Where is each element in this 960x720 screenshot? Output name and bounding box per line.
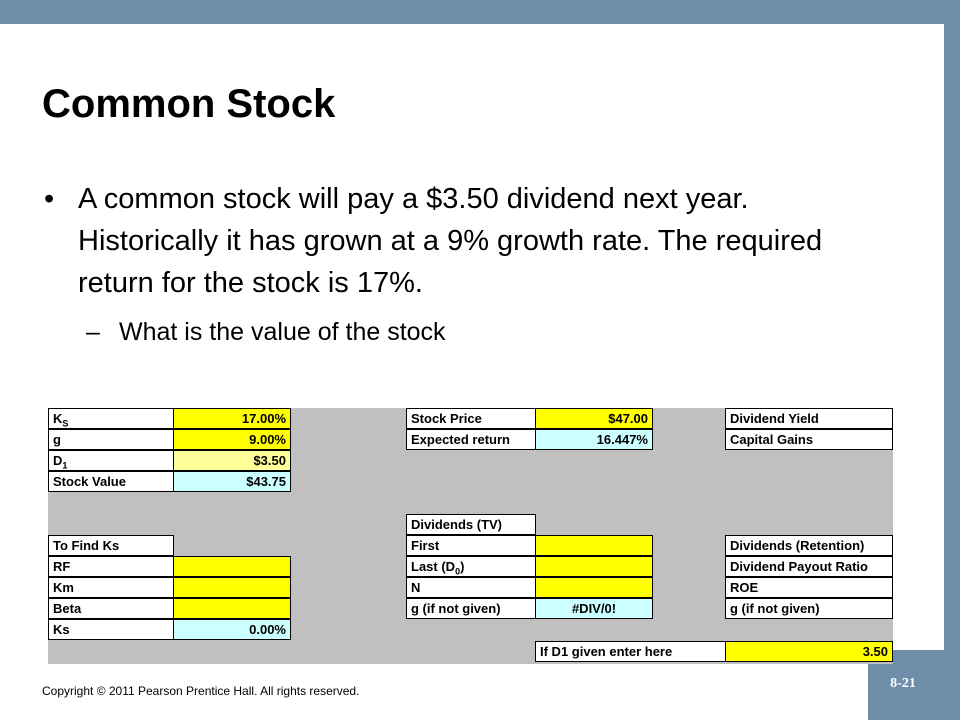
last-value-cell[interactable] — [535, 556, 653, 577]
roe-label-cell: ROE — [725, 577, 893, 598]
expected-return-label-cell: Expected return — [406, 429, 536, 450]
first-label-cell: First — [406, 535, 536, 556]
rf-label-cell: RF — [48, 556, 174, 577]
last-label-cell: Last (D0) — [406, 556, 536, 577]
d1-value-cell[interactable]: $3.50 — [173, 450, 291, 471]
sub-bullet-text: What is the value of the stock — [119, 318, 446, 346]
d1-given-value-cell[interactable]: 3.50 — [725, 641, 893, 662]
dividends-retention-label-cell: Dividends (Retention) — [725, 535, 893, 556]
stock-value-label-cell: Stock Value — [48, 471, 174, 492]
dividends-tv-label-cell: Dividends (TV) — [406, 514, 536, 535]
expected-return-value-cell: 16.447% — [535, 429, 653, 450]
stock-price-value-cell[interactable]: $47.00 — [535, 408, 653, 429]
slide-title: Common Stock — [42, 82, 336, 126]
dash-icon: – — [86, 318, 100, 346]
n-value-cell[interactable] — [535, 577, 653, 598]
stock-price-label-cell: Stock Price — [406, 408, 536, 429]
g-label-cell: g — [48, 429, 174, 450]
ks-label-cell: KS — [48, 408, 174, 429]
bullet-text: A common stock will pay a $3.50 dividend… — [78, 183, 823, 299]
stock-value-cell: $43.75 — [173, 471, 291, 492]
capital-gains-label-cell: Capital Gains — [725, 429, 893, 450]
beta-value-cell[interactable] — [173, 598, 291, 619]
first-value-cell[interactable] — [535, 535, 653, 556]
g-if-not-given-label-cell: g (if not given) — [406, 598, 536, 619]
copyright-text: Copyright © 2011 Pearson Prentice Hall. … — [42, 684, 360, 698]
ks-result-label-cell: Ks — [48, 619, 174, 640]
beta-label-cell: Beta — [48, 598, 174, 619]
right-accent-bar — [944, 0, 960, 650]
dividend-payout-ratio-label-cell: Dividend Payout Ratio — [725, 556, 893, 577]
dividend-yield-label-cell: Dividend Yield — [725, 408, 893, 429]
g-if-not-given-value-cell: #DIV/0! — [535, 598, 653, 619]
km-value-cell[interactable] — [173, 577, 291, 598]
d1-given-label-cell: If D1 given enter here — [535, 641, 726, 662]
to-find-ks-label-cell: To Find Ks — [48, 535, 174, 556]
spreadsheet: KS 17.00% g 9.00% D1 $3.50 Stock Value $… — [48, 408, 893, 664]
n-label-cell: N — [406, 577, 536, 598]
bullet-icon: • — [44, 183, 55, 215]
g-if-not-given-label-cell-2: g (if not given) — [725, 598, 893, 619]
g-value-cell[interactable]: 9.00% — [173, 429, 291, 450]
ks-value-cell[interactable]: 17.00% — [173, 408, 291, 429]
km-label-cell: Km — [48, 577, 174, 598]
rf-value-cell[interactable] — [173, 556, 291, 577]
ks-result-value-cell: 0.00% — [173, 619, 291, 640]
d1-label-cell: D1 — [48, 450, 174, 471]
top-accent-bar — [0, 0, 960, 24]
page-number: 8-21 — [890, 676, 916, 691]
